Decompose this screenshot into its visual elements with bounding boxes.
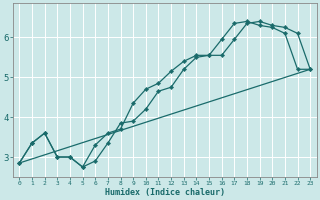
X-axis label: Humidex (Indice chaleur): Humidex (Indice chaleur) [105,188,225,197]
